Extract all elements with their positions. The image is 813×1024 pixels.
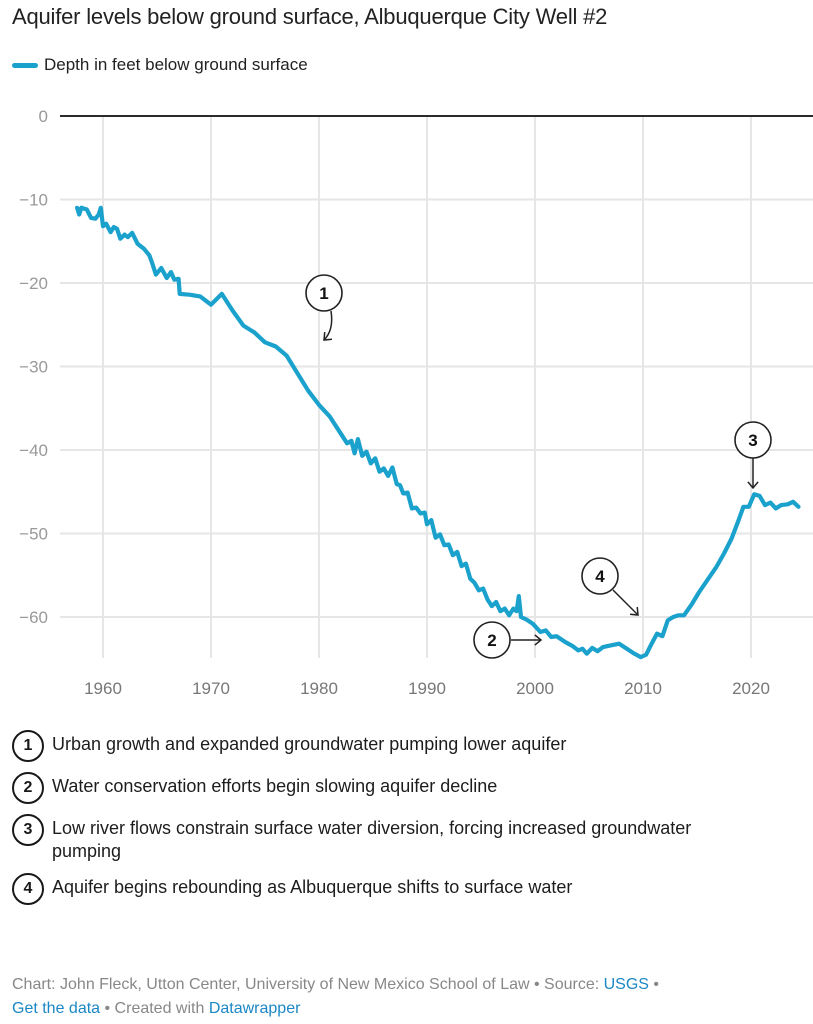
- legend-label: Depth in feet below ground surface: [44, 55, 308, 74]
- note-item: 3 Low river flows constrain surface wate…: [12, 814, 802, 863]
- note-text: Water conservation efforts begin slowing…: [52, 776, 498, 796]
- x-tick-label: 1990: [408, 679, 446, 698]
- y-tick-label: −40: [19, 441, 48, 460]
- footer-credit-text: Chart: John Fleck, Utton Center, Univers…: [12, 976, 604, 993]
- note-text: Urban growth and expanded groundwater pu…: [52, 734, 567, 754]
- annotation-number: 2: [487, 631, 496, 650]
- y-tick-label: −30: [19, 358, 48, 377]
- chart-title: Aquifer levels below ground surface, Alb…: [12, 4, 608, 29]
- note-number-badge: 3: [12, 814, 44, 846]
- y-tick-label: 0: [39, 107, 48, 126]
- annotation-number: 4: [595, 567, 605, 586]
- series-line-depth: [74, 205, 801, 660]
- note-item: 2 Water conservation efforts begin slowi…: [12, 772, 802, 804]
- note-number-badge: 1: [12, 730, 44, 762]
- x-tick-label: 1970: [192, 679, 230, 698]
- arrow-head: [747, 481, 759, 490]
- arrow-line: [612, 589, 639, 616]
- annotations: 1 2 3 4: [305, 274, 772, 659]
- get-the-data-link[interactable]: Get the data: [12, 1000, 101, 1017]
- x-tick-label: 2020: [732, 679, 770, 698]
- arrow-line: [323, 310, 333, 341]
- x-tick-label: 2010: [624, 679, 662, 698]
- note-number-badge: 4: [12, 873, 44, 905]
- y-tick-label: −50: [19, 525, 48, 544]
- series-group: [74, 205, 801, 660]
- datawrapper-link[interactable]: Datawrapper: [208, 1000, 301, 1017]
- grid: [60, 115, 813, 658]
- annotation-badge: [581, 557, 619, 595]
- x-tick-label: 1960: [84, 679, 122, 698]
- footer-created-text: • Created with: [100, 1000, 209, 1017]
- footer-separator: •: [648, 976, 660, 993]
- source-link[interactable]: USGS: [603, 976, 649, 993]
- annotation-1: 1: [305, 274, 343, 341]
- y-tick-label: −10: [19, 191, 48, 210]
- annotation-badge: [305, 274, 343, 312]
- legend-swatch: [12, 62, 38, 68]
- x-axis: 1960 1970 1980 1990 2000 2010 2020: [84, 679, 770, 698]
- legend: Depth in feet below ground surface: [12, 55, 308, 75]
- arrow-head: [323, 331, 333, 341]
- y-tick-label: −60: [19, 608, 48, 627]
- annotation-number: 3: [748, 431, 757, 450]
- arrow-head: [534, 634, 543, 646]
- y-tick-label: −20: [19, 274, 48, 293]
- annotation-2: 2: [473, 621, 543, 659]
- x-tick-label: 2000: [516, 679, 554, 698]
- line-chart: 0 −10 −20 −30 −40 −50 −60 1960 1970 1980 1990 2000…: [19, 107, 813, 698]
- note-text: Aquifer begins rebounding as Albuquerque…: [52, 877, 573, 897]
- note-text: Low river flows constrain surface water …: [52, 818, 692, 861]
- y-axis: 0 −10 −20 −30 −40 −50 −60: [19, 107, 48, 627]
- annotation-3: 3: [734, 421, 772, 490]
- footer-credits: Chart: John Fleck, Utton Center, Univers…: [12, 973, 807, 1021]
- x-tick-label: 1980: [300, 679, 338, 698]
- arrow-head: [629, 606, 639, 616]
- annotation-4: 4: [581, 557, 639, 616]
- note-item: 1 Urban growth and expanded groundwater …: [12, 730, 802, 762]
- annotation-badge: [473, 621, 511, 659]
- note-item: 4 Aquifer begins rebounding as Albuquerq…: [12, 873, 802, 905]
- annotation-notes: 1 Urban growth and expanded groundwater …: [12, 730, 802, 918]
- note-number-badge: 2: [12, 772, 44, 804]
- annotation-number: 1: [319, 284, 328, 303]
